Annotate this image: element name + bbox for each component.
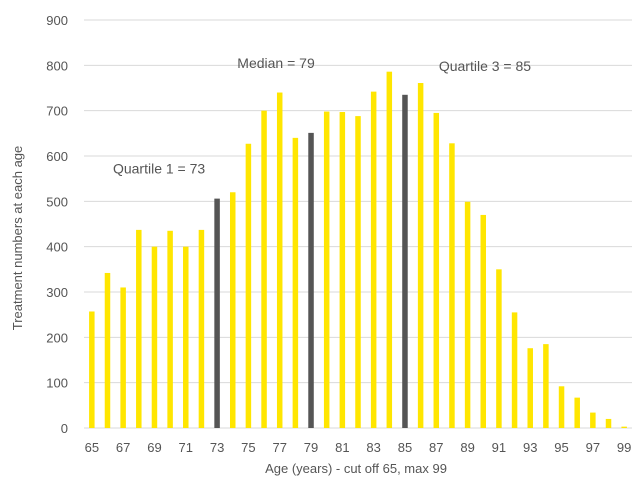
bar-79 [308,132,314,428]
x-tick-label: 73 [210,440,224,455]
y-tick-label: 900 [46,13,68,28]
bar-89 [464,201,471,428]
annotation-label: Median = 79 [237,55,315,71]
bar-93 [527,348,533,428]
x-tick-label: 95 [554,440,568,455]
bar-94 [543,344,549,428]
x-tick-label: 93 [523,440,537,455]
x-tick-label: 75 [241,440,255,455]
x-tick-label: 79 [304,440,318,455]
bar-73 [214,198,220,428]
bar-98 [605,418,612,428]
annotation-label: Quartile 1 = 73 [113,161,205,177]
annotations: Quartile 1 = 73 Median = 79 Quartile 3 = 8… [113,55,531,177]
bar-92 [511,312,518,428]
bar-83 [370,91,377,429]
bar-65 [89,311,95,428]
x-tick-label: 77 [272,440,286,455]
y-tick-label: 100 [46,376,68,391]
y-tick-label: 400 [46,240,68,255]
bar-90 [480,214,487,428]
y-tick-label: 200 [46,330,68,345]
y-tick-label: 0 [61,421,68,436]
y-tick-label: 800 [46,58,68,73]
x-tick-label: 65 [85,440,99,455]
y-tick-label: 300 [46,285,68,300]
bar-86 [417,83,424,428]
x-axis-ticks: 65 67 69 71 73 75 77 79 81 83 85 87 89 91 93 95 97 99 [85,440,632,455]
bar-99 [621,426,627,428]
bar-87 [433,112,440,428]
x-tick-label: 81 [335,440,349,455]
x-tick-label: 67 [116,440,130,455]
bar-82 [355,116,361,429]
x-tick-label: 87 [429,440,443,455]
bar-66 [104,272,111,428]
x-tick-label: 97 [586,440,600,455]
x-tick-label: 99 [617,440,631,455]
y-axis-title: Treatment numbers at each age [10,146,25,331]
bar-67 [120,287,126,428]
y-tick-label: 600 [46,149,68,164]
bar-74 [229,192,236,428]
bar-69 [151,246,158,428]
bar-70 [167,230,173,428]
bars [89,71,627,429]
bar-95 [558,386,565,428]
bar-91 [496,269,502,428]
y-tick-label: 500 [46,194,68,209]
y-tick-label: 700 [46,104,68,119]
y-axis-ticks: 0 100 200 300 400 500 600 700 800 900 [46,13,68,436]
bar-80 [323,111,330,428]
bar-68 [136,229,142,428]
bar-88 [449,143,455,428]
x-tick-label: 71 [179,440,193,455]
x-tick-label: 83 [366,440,380,455]
bar-97 [590,412,596,428]
bar-96 [574,397,580,428]
bar-76 [261,110,267,429]
bar-75 [245,143,252,428]
x-tick-label: 69 [147,440,161,455]
bar-72 [198,229,205,428]
annotation-label: Quartile 3 = 85 [439,58,531,74]
bar-84 [386,71,393,429]
bar-78 [292,137,299,428]
bar-81 [339,112,346,428]
bar-71 [183,246,189,428]
bar-85 [402,94,408,429]
bar-77 [276,92,283,429]
x-axis-title: Age (years) - cut off 65, max 99 [265,461,447,476]
x-tick-label: 89 [460,440,474,455]
x-tick-label: 91 [492,440,506,455]
x-tick-label: 85 [398,440,412,455]
